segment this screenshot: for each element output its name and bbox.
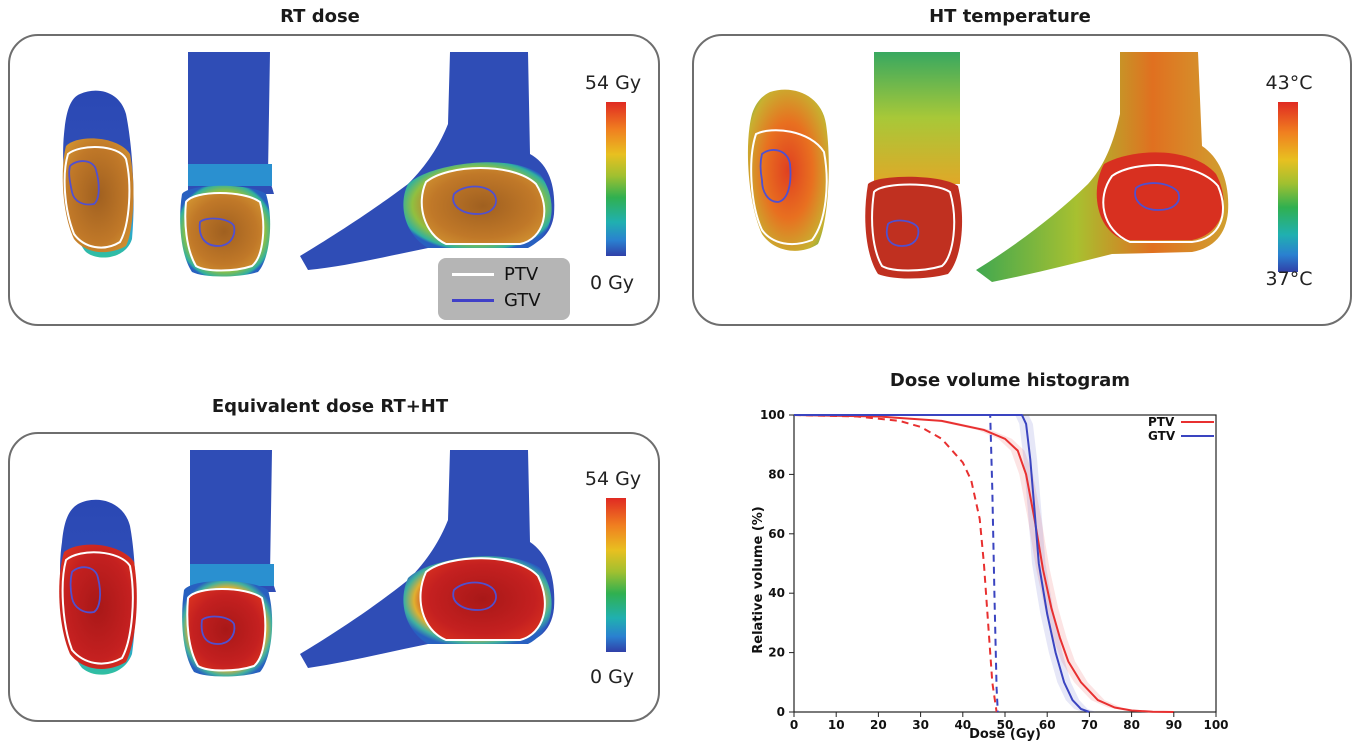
equivalent-dose-images <box>59 450 555 677</box>
dvh-legend-ptv-label: PTV <box>1148 415 1175 429</box>
ht-temperature-images <box>747 52 1229 282</box>
dvh-x-tick-label: 40 <box>954 718 971 732</box>
dvh-ticks: 0 10 20 30 40 50 60 70 80 90 100 0 20 40 60 80 100 <box>760 408 1229 732</box>
eq-colorbar-min-label: 0 Gy <box>589 666 635 688</box>
dvh-x-tick-label: 30 <box>912 718 929 732</box>
dvh-y-tick-label: 80 <box>768 467 785 481</box>
dvh-series-ptv-dashed <box>793 414 998 713</box>
dvh-y-tick-label: 20 <box>768 646 785 660</box>
dvh-y-tick-label: 0 <box>777 705 785 719</box>
legend-item-gtv: GTV <box>452 290 541 311</box>
rt-colorbar-min-label: 0 Gy <box>589 272 635 294</box>
eq-sagittal-slice <box>300 450 555 668</box>
ht-colorbar-max-label: 43°C <box>1265 72 1313 94</box>
dvh-y-tick-label: 100 <box>760 408 785 422</box>
dvh-x-tick-label: 90 <box>1165 718 1182 732</box>
dvh-x-tick-label: 80 <box>1123 718 1140 732</box>
rt-colorbar <box>606 102 626 256</box>
ht-sagittal-slice <box>976 52 1229 282</box>
dvh-lines <box>793 414 1174 713</box>
eq-axial-slice <box>59 499 137 675</box>
dvh-plot-area <box>793 414 1217 713</box>
rt-dose-panel: 54 Gy 0 Gy PTV GTV <box>8 34 660 326</box>
equivalent-dose-title: Equivalent dose RT+HT <box>211 396 449 417</box>
dvh-x-tick-label: 60 <box>1039 718 1056 732</box>
ht-axial-slice <box>747 89 829 251</box>
rt-coronal-slice <box>180 52 274 277</box>
ht-colorbar <box>1278 102 1298 272</box>
eq-coronal-slice <box>182 450 276 677</box>
dvh-y-tick-label: 60 <box>768 527 785 541</box>
dvh-legend-gtv-label: GTV <box>1148 429 1176 443</box>
dvh-band-gtv <box>794 415 1097 712</box>
dvh-y-axis-label: Relative volume (%) <box>751 506 766 653</box>
dvh-legend: PTV GTV <box>1148 415 1214 443</box>
eq-colorbar-max-label: 54 Gy <box>584 468 642 490</box>
dvh-x-tick-label: 20 <box>870 718 887 732</box>
dvh-series-gtv-dashed <box>794 414 999 713</box>
rt-colorbar-max-label: 54 Gy <box>584 72 642 94</box>
dvh-x-tick-label: 70 <box>1081 718 1098 732</box>
rt-axial-slice <box>62 90 134 258</box>
ht-colorbar-min-label: 37°C <box>1265 268 1313 290</box>
ptv-legend-line <box>452 273 494 276</box>
ht-temperature-panel: 43°C 37°C <box>692 34 1352 326</box>
contour-legend: PTV GTV <box>438 258 570 320</box>
dvh-series-ptv-solid <box>793 414 1174 713</box>
dvh-axes <box>793 414 1217 713</box>
dvh-x-tick-label: 50 <box>997 718 1014 732</box>
ht-temperature-title: HT temperature <box>929 6 1091 27</box>
dvh-chart: 0 10 20 30 40 50 60 70 80 90 100 0 20 40 60 80 100 Dose … <box>751 408 1229 742</box>
dvh-y-tick-label: 40 <box>768 586 785 600</box>
legend-item-ptv: PTV <box>452 264 538 285</box>
dvh-x-tick-label: 10 <box>828 718 845 732</box>
dvh-x-tick-label: 100 <box>1203 718 1228 732</box>
dvh-x-axis-label: Dose (Gy) <box>969 727 1041 742</box>
rt-dose-images <box>62 52 555 277</box>
dvh-series-gtv-solid <box>794 414 1090 713</box>
rt-dose-title: RT dose <box>280 6 360 27</box>
equivalent-dose-panel: 54 Gy 0 Gy <box>8 432 660 722</box>
rt-sagittal-slice <box>300 52 555 270</box>
eq-colorbar <box>606 498 626 652</box>
legend-gtv-label: GTV <box>504 290 541 311</box>
dvh-chart-title: Dose volume histogram <box>889 370 1131 391</box>
ht-coronal-slice <box>865 52 963 279</box>
legend-ptv-label: PTV <box>504 264 539 285</box>
dvh-bands <box>794 415 1181 712</box>
dvh-x-tick-label: 0 <box>790 718 798 732</box>
gtv-legend-line <box>452 299 494 302</box>
